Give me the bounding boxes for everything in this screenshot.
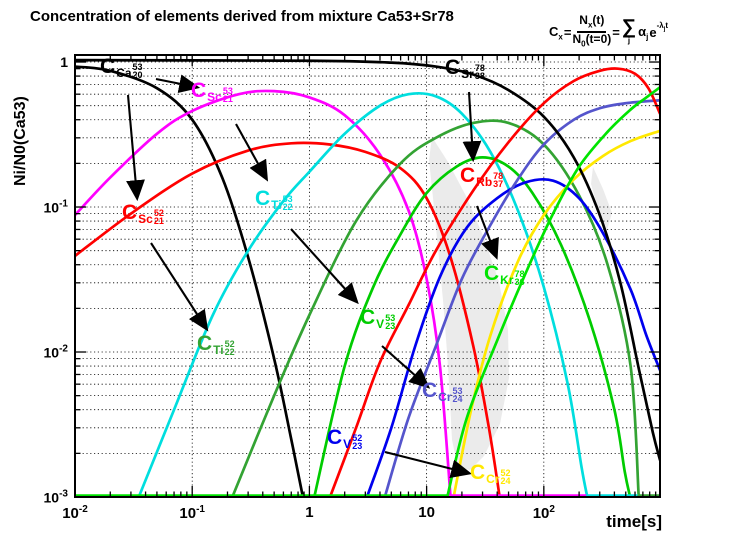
arrow-1 — [155, 74, 201, 93]
curve-sc53 — [75, 89, 452, 497]
formula-fraction: Nx(t) N0(t=0) — [572, 13, 612, 49]
formula-lhs: Cx — [549, 23, 563, 42]
formula-alpha: αj — [638, 23, 649, 42]
curve-ca53 — [75, 65, 305, 497]
arrow-9 — [476, 205, 499, 260]
formula-eq1: = — [563, 24, 572, 40]
arrow-6 — [381, 345, 431, 389]
curve-ti53 — [137, 91, 589, 497]
arrow-5 — [290, 228, 359, 305]
annotation-arrows — [126, 74, 499, 479]
curve-v53 — [312, 156, 632, 497]
arrow-3 — [235, 123, 269, 182]
curve-rb78 — [328, 67, 660, 497]
shaded-region-1 — [429, 137, 509, 470]
plot-frame — [74, 54, 661, 498]
decay-formula: Cx = Nx(t) N0(t=0) = ∑ j αj e -λjt — [549, 14, 668, 51]
curve-kr78 — [445, 85, 660, 497]
x-axis-title: time[s] — [606, 512, 662, 531]
curve-sr78 — [75, 58, 660, 462]
axis-ticks — [74, 55, 660, 498]
shaded-region-2 — [591, 167, 612, 230]
arrow-7 — [384, 450, 473, 479]
formula-exponential: e -λjt — [649, 20, 669, 40]
arrow-4 — [150, 242, 209, 332]
formula-sum: ∑ j — [621, 16, 637, 46]
curve-ti52 — [230, 119, 641, 497]
curve-v52 — [365, 177, 660, 497]
arrow-8 — [462, 91, 482, 163]
curve-sc52 — [75, 141, 502, 497]
formula-eq2: = — [612, 24, 620, 40]
chart-title: Concentration of elements derived from m… — [30, 8, 454, 25]
arrow-2 — [126, 94, 145, 202]
curves — [75, 58, 660, 497]
